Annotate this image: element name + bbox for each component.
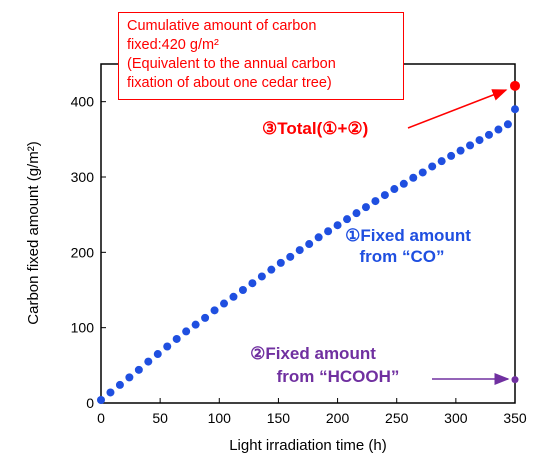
callout-line-2: fixed:420 g/m² [127,37,219,53]
x-axis-ticks: 0 50 100 150 200 250 300 350 [97,398,527,426]
data-point-series-1 [238,286,247,294]
data-point-series-1 [456,146,465,155]
data-point-series-1 [267,265,276,274]
data-point-series-1 [437,157,446,166]
x-tick-label: 0 [97,410,105,426]
data-point-series-1 [286,252,295,261]
y-tick-label: 200 [71,244,95,260]
data-point-series-1 [163,342,172,351]
data-point-series-1 [97,395,105,404]
x-tick-label: 200 [326,410,350,426]
x-axis-title: Light irradiation time (h) [229,437,387,454]
data-point-series-2 [511,376,519,384]
data-point-series-1 [466,141,475,150]
data-point-series-1 [418,168,427,177]
data-point-series-1 [295,246,304,255]
y-axis-title: Carbon fixed amount (g/m²) [25,141,42,324]
data-point-series-1 [409,173,418,182]
data-point-series-3 [510,80,520,91]
hcooh-series-label-line2: from “HCOOH” [277,367,400,386]
data-point-series-1 [305,240,314,249]
data-point-series-1 [511,105,519,114]
data-point-series-1 [210,306,219,315]
total-label: ③Total(①+②) [262,119,368,138]
co-series-label-line2: from “CO” [360,247,445,266]
data-point-series-1 [106,388,115,397]
data-point-series-1 [324,227,333,236]
data-point-series-1 [371,197,380,206]
x-tick-label: 250 [385,410,409,426]
data-point-series-1 [125,373,134,382]
data-point-series-1 [182,327,191,336]
data-point-series-1 [220,299,229,308]
callout-box: Cumulative amount of carbon fixed:420 g/… [118,12,404,100]
hcooh-series-label-line1: ②Fixed amount [250,344,376,363]
data-point-series-1 [380,191,389,200]
callout-line-4: fixation of about one cedar tree) [127,75,332,91]
data-point-series-1 [276,258,285,267]
data-point-series-1 [352,209,361,218]
data-point-series-1 [229,292,238,301]
data-point-series-1 [475,136,484,145]
data-point-series-1 [153,350,162,359]
data-point-series-1 [361,203,370,212]
y-tick-label: 100 [71,320,95,336]
data-point-series-1 [115,380,124,389]
x-tick-label: 350 [503,410,527,426]
data-point-series-1 [314,233,323,242]
data-point-series-1 [333,221,342,230]
data-point-series-1 [399,179,408,188]
data-point-series-1 [494,125,503,134]
total-arrow [407,89,508,129]
data-point-series-1 [343,215,352,224]
data-point-series-1 [390,185,399,194]
data-point-series-1 [257,272,266,281]
y-axis-ticks: 0 100 200 300 400 [71,94,106,411]
y-tick-label: 300 [71,169,95,185]
data-point-series-1 [134,365,143,374]
y-tick-label: 0 [86,395,94,411]
data-point-series-1 [191,320,200,329]
x-tick-label: 300 [444,410,468,426]
x-tick-label: 100 [208,410,232,426]
co-series-label-line1: ①Fixed amount [345,226,471,245]
callout-line-1: Cumulative amount of carbon [127,18,317,34]
data-point-series-1 [201,313,210,322]
y-tick-label: 400 [71,94,95,110]
x-tick-label: 150 [267,410,291,426]
data-point-series-1 [248,279,257,288]
x-tick-label: 50 [152,410,168,426]
callout-line-3: (Equivalent to the annual carbon [127,56,336,72]
data-point-series-1 [428,162,437,171]
data-point-series-1 [172,334,181,343]
data-points [97,80,520,404]
data-point-series-1 [484,130,493,139]
data-point-series-1 [447,151,456,160]
data-point-series-1 [503,120,512,129]
data-point-series-1 [144,357,153,366]
